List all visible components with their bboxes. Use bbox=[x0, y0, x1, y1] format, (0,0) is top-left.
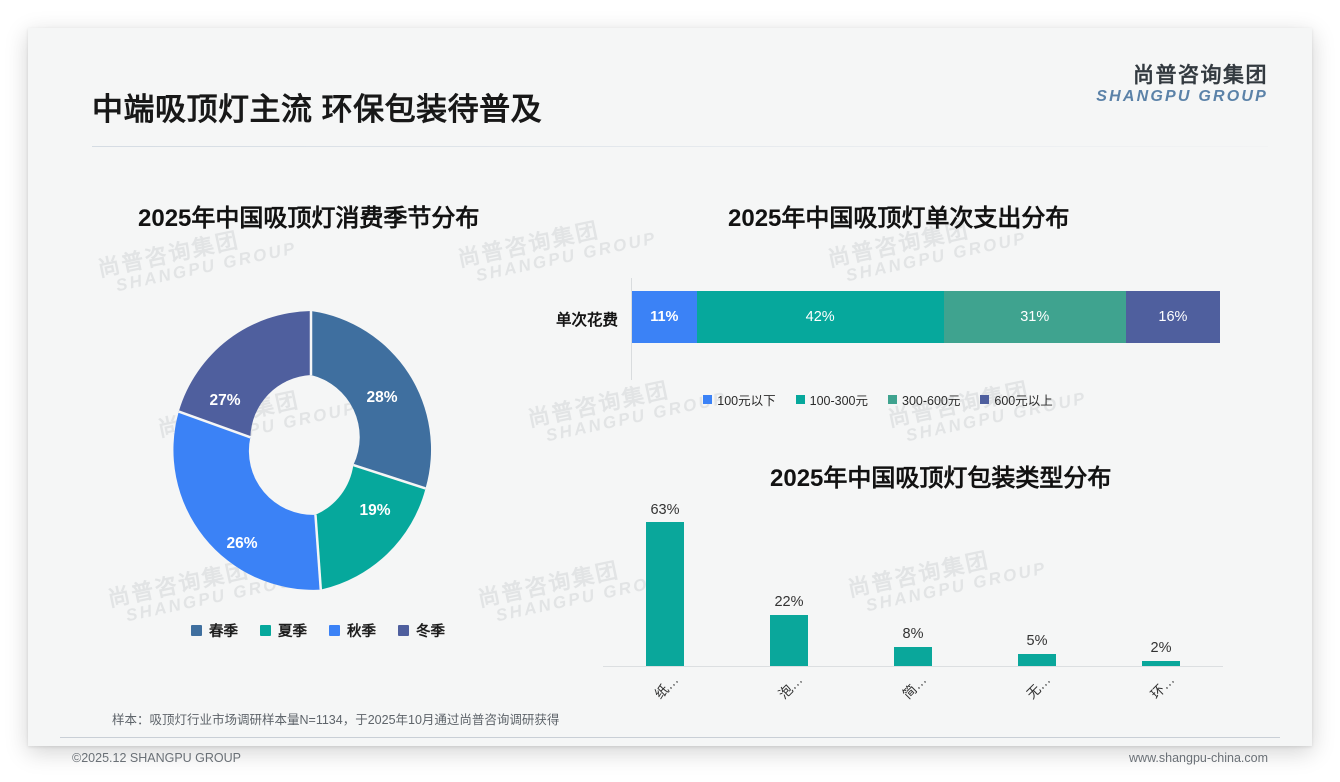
donut-value-summer: 19% bbox=[359, 502, 390, 519]
column-bar-3[interactable] bbox=[894, 647, 932, 666]
column-value-2: 22% bbox=[774, 594, 804, 610]
legend-swatch-under100 bbox=[703, 395, 713, 404]
stacked-value-axis bbox=[631, 278, 632, 380]
column-value-3: 8% bbox=[902, 626, 924, 642]
legend-item-summer[interactable]: 夏季 bbox=[260, 620, 307, 641]
legend-item-spring[interactable]: 春季 bbox=[191, 620, 238, 641]
website-url[interactable]: www.shangpu-china.com bbox=[1129, 751, 1268, 765]
stack-value-300-600: 31% bbox=[1020, 309, 1050, 325]
column-tick-label-3: 简… bbox=[899, 672, 929, 702]
sample-footnote: 样本：吸顶灯行业市场调研样本量N=1134，于2025年10月通过尚普咨询调研获… bbox=[112, 713, 560, 727]
logo-en-text: SHANGPU GROUP bbox=[1096, 88, 1268, 106]
legend-swatch-over600 bbox=[980, 395, 990, 404]
donut-value-winter: 27% bbox=[209, 392, 240, 409]
column-bar-2[interactable] bbox=[770, 615, 808, 666]
legend-item-under100[interactable]: 100元以下 bbox=[703, 390, 776, 409]
column-category-axis bbox=[603, 666, 1223, 667]
watermark-en: SHANGPU GROUP bbox=[844, 228, 1029, 286]
donut-slice-spring[interactable] bbox=[311, 311, 432, 489]
donut-slice-summer[interactable] bbox=[315, 465, 426, 590]
donut-svg: 28% 19% 26% 27% bbox=[173, 311, 432, 590]
donut-legend: 春季 夏季 秋季 冬季 bbox=[168, 620, 468, 641]
column-value-5: 2% bbox=[1150, 640, 1172, 656]
column-tick-4: 无… bbox=[975, 672, 1099, 702]
footer-divider bbox=[60, 737, 1280, 738]
spend-stacked-bar-chart: 单次花费 11% 42% 31% 16% bbox=[528, 278, 1228, 388]
column-bar-4[interactable] bbox=[1018, 654, 1056, 666]
column-tick-label-1: 纸… bbox=[651, 672, 681, 702]
legend-label-under100: 100元以下 bbox=[717, 394, 776, 408]
stack-value-100-300: 42% bbox=[805, 309, 835, 325]
slide-canvas: 尚普咨询集团 SHANGPU GROUP 尚普咨询集团 SHANGPU GROUP … bbox=[28, 28, 1312, 765]
column-slot-3: 8% bbox=[851, 506, 975, 666]
stack-segment-over600[interactable]: 16% bbox=[1125, 291, 1220, 343]
donut-value-autumn: 26% bbox=[226, 535, 257, 552]
legend-item-winter[interactable]: 冬季 bbox=[398, 620, 445, 641]
legend-item-100-300[interactable]: 100-300元 bbox=[795, 390, 868, 409]
package-type-column-chart: 63% 22% 8% 5% 2% 纸… bbox=[603, 502, 1223, 716]
stacked-bar-track: 11% 42% 31% 16% bbox=[632, 291, 1220, 343]
column-bar-5[interactable] bbox=[1142, 661, 1180, 666]
column-tick-label-4: 无… bbox=[1023, 672, 1053, 702]
stacked-category-label: 单次花费 bbox=[555, 312, 618, 329]
legend-label-autumn: 秋季 bbox=[347, 624, 376, 640]
column-slot-1: 63% bbox=[603, 502, 727, 666]
stack-value-over600: 16% bbox=[1158, 309, 1188, 325]
stack-segment-300-600[interactable]: 31% bbox=[943, 291, 1126, 343]
header-divider bbox=[92, 146, 1268, 147]
column-chart-title: 2025年中国吸顶灯包装类型分布 bbox=[770, 465, 1112, 492]
stacked-bar-title: 2025年中国吸顶灯单次支出分布 bbox=[728, 205, 1070, 232]
logo-cn-text: 尚普咨询集团 bbox=[1133, 64, 1268, 87]
donut-slice-autumn[interactable] bbox=[173, 411, 321, 590]
slide-header: 中端吸顶灯主流 环保包装待普及 尚普咨询集团 SHANGPU GROUP bbox=[28, 28, 1312, 127]
legend-item-autumn[interactable]: 秋季 bbox=[329, 620, 376, 641]
legend-swatch-autumn bbox=[329, 625, 340, 636]
legend-label-summer: 夏季 bbox=[278, 624, 307, 640]
column-tick-1: 纸… bbox=[603, 672, 727, 702]
legend-label-100-300: 100-300元 bbox=[809, 394, 868, 408]
donut-value-spring: 28% bbox=[366, 389, 397, 406]
watermark-en: SHANGPU GROUP bbox=[474, 228, 659, 286]
column-slot-2: 22% bbox=[727, 506, 851, 666]
column-plot-area: 63% 22% 8% 5% 2% bbox=[603, 502, 1223, 666]
season-donut-chart: 28% 19% 26% 27% bbox=[160, 300, 462, 602]
column-slot-5: 2% bbox=[1099, 506, 1223, 666]
stack-segment-100-300[interactable]: 42% bbox=[696, 291, 944, 343]
slide-footer: ©2025.12 SHANGPU GROUP www.shangpu-china… bbox=[28, 740, 1312, 782]
page-title: 中端吸顶灯主流 环保包装待普及 bbox=[92, 92, 543, 127]
legend-swatch-spring bbox=[191, 625, 202, 636]
column-slot-4: 5% bbox=[975, 506, 1099, 666]
donut-slice-winter[interactable] bbox=[178, 311, 311, 438]
legend-label-300-600: 300-600元 bbox=[902, 394, 961, 408]
column-tick-label-5: 环… bbox=[1147, 672, 1177, 702]
stacked-bar-legend: 100元以下 100-300元 300-600元 600元以上 bbox=[528, 390, 1228, 409]
legend-swatch-100-300 bbox=[795, 395, 805, 404]
legend-swatch-winter bbox=[398, 625, 409, 636]
legend-swatch-summer bbox=[260, 625, 271, 636]
stack-segment-under100[interactable]: 11% bbox=[632, 291, 697, 343]
column-tick-2: 泡… bbox=[727, 672, 851, 702]
stack-value-under100: 11% bbox=[650, 309, 679, 325]
legend-item-300-600[interactable]: 300-600元 bbox=[888, 390, 960, 409]
column-tick-5: 环… bbox=[1099, 672, 1223, 702]
donut-separators bbox=[178, 311, 426, 590]
legend-item-over600[interactable]: 600元以上 bbox=[980, 390, 1053, 409]
column-tick-3: 简… bbox=[851, 672, 975, 702]
donut-chart-title: 2025年中国吸顶灯消费季节分布 bbox=[138, 205, 480, 232]
legend-label-spring: 春季 bbox=[209, 624, 238, 640]
column-value-1: 63% bbox=[650, 502, 680, 518]
column-value-4: 5% bbox=[1026, 633, 1048, 649]
legend-label-winter: 冬季 bbox=[416, 624, 445, 640]
watermark-cn: 尚普咨询集团 bbox=[455, 217, 602, 272]
copyright-text: ©2025.12 SHANGPU GROUP bbox=[72, 751, 241, 765]
column-bar-1[interactable] bbox=[646, 522, 684, 666]
brand-logo: 尚普咨询集团 SHANGPU GROUP bbox=[1096, 64, 1268, 107]
legend-swatch-300-600 bbox=[888, 395, 897, 404]
legend-label-over600: 600元以上 bbox=[994, 394, 1053, 408]
watermark-en: SHANGPU GROUP bbox=[114, 238, 299, 296]
column-tick-label-2: 泡… bbox=[775, 672, 805, 702]
